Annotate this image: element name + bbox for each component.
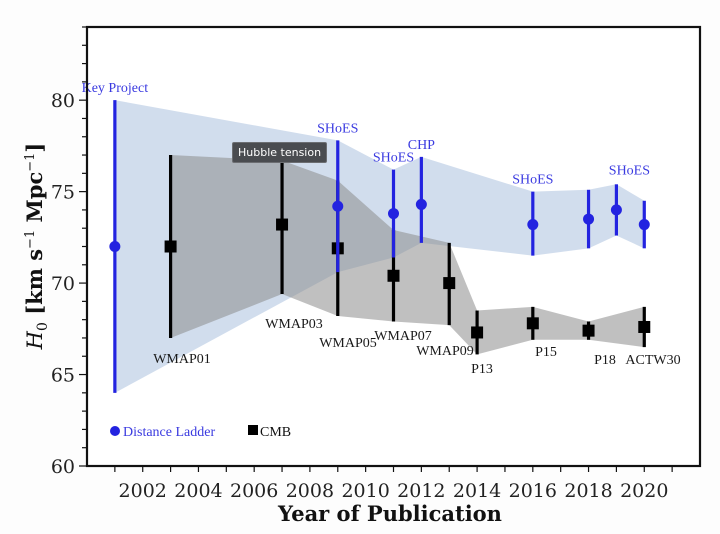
y-tick-label: 70	[51, 273, 75, 295]
annotation-label: SHoES	[373, 151, 414, 166]
annotation-label: CHP	[408, 138, 435, 153]
data-point-cmb	[638, 320, 651, 333]
y-tick-label: 75	[51, 182, 75, 204]
x-axis-title: Year of Publication	[277, 501, 502, 526]
annotation-label: P18	[594, 353, 616, 368]
x-tick-label: 2016	[509, 480, 557, 502]
data-point-cmb	[526, 317, 539, 330]
x-tick-label: 2012	[397, 480, 445, 502]
annotation-label: ACTW30	[625, 353, 680, 368]
x-tick-label: 2020	[620, 480, 668, 502]
data-point-distance-ladder	[638, 219, 650, 231]
band-cmb	[170, 155, 645, 355]
annotation-label: WMAP05	[319, 336, 377, 351]
annotation-label: WMAP09	[416, 344, 474, 359]
y-tick-label: 60	[51, 456, 75, 478]
annotation-label: SHoES	[317, 121, 358, 136]
data-point-distance-ladder	[332, 200, 344, 212]
data-point-cmb	[471, 326, 484, 339]
data-point-cmb	[276, 218, 289, 231]
annotation-label: WMAP07	[374, 329, 432, 344]
point-annotations: Key ProjectSHoESSHoESCHPSHoESSHoESWMAP01…	[82, 81, 681, 377]
data-point-distance-ladder	[415, 198, 427, 210]
data-point-cmb	[443, 277, 456, 290]
annotation-label: WMAP01	[153, 352, 211, 367]
data-point-distance-ladder	[109, 241, 121, 252]
annotation-label: P13	[471, 362, 493, 377]
data-point-distance-ladder	[388, 208, 399, 220]
annotation-label: WMAP03	[265, 317, 323, 332]
legend-square-marker	[248, 425, 258, 435]
y-axis-title: H0 [km s−1 Mpc−1]	[22, 143, 51, 351]
legend: Distance Ladder CMB	[110, 425, 291, 440]
annotation-label: Key Project	[82, 81, 149, 96]
data-point-cmb	[164, 240, 177, 253]
legend-label-cmb: CMB	[260, 425, 291, 440]
annotation-label: P15	[535, 345, 557, 360]
x-tick-label: 2006	[230, 480, 278, 502]
data-point-cmb	[582, 324, 595, 337]
y-tick-label: 80	[51, 90, 75, 112]
data-point-distance-ladder	[610, 204, 622, 216]
hubble-tension-tooltip: Hubble tension	[232, 142, 328, 163]
x-tick-label: 2008	[286, 480, 334, 502]
y-axis-title-text: H0 [km s−1 Mpc−1]	[22, 143, 51, 351]
x-tick-label: 2018	[564, 480, 612, 502]
y-tick-label: 65	[51, 365, 75, 387]
x-tick-label: 2014	[453, 480, 501, 502]
data-point-distance-ladder	[527, 219, 539, 231]
data-point-cmb	[387, 269, 400, 282]
legend-label-distance-ladder: Distance Ladder	[123, 425, 215, 440]
x-tick-label: 2002	[119, 480, 167, 502]
error-bars	[109, 100, 651, 393]
data-point-distance-ladder	[583, 213, 595, 225]
uncertainty-bands	[114, 100, 645, 393]
y-axis: 60 65 70 75 80	[51, 26, 87, 478]
annotation-label: SHoES	[609, 163, 650, 178]
annotation-label: SHoES	[512, 173, 553, 188]
x-axis: 2002 2004 2006 2008 2010 2012 2014 2016 2018 2020	[114, 466, 673, 502]
x-tick-label: 2010	[341, 480, 389, 502]
x-tick-label: 2004	[174, 480, 222, 502]
legend-circle-marker	[110, 426, 120, 436]
